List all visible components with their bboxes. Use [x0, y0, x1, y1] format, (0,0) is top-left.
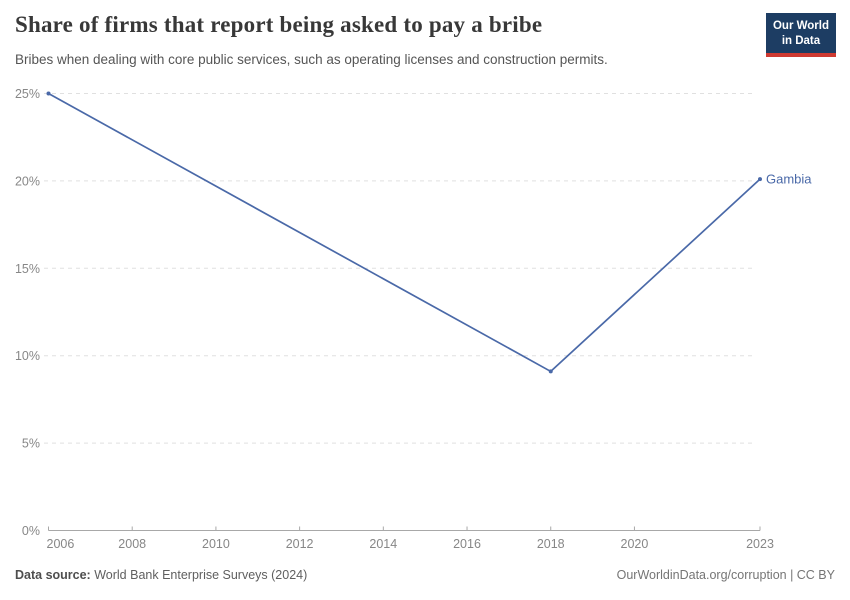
- x-tick-label: 2010: [202, 537, 230, 551]
- x-tick-label: 2018: [537, 537, 565, 551]
- owid-logo-line1: Our World: [772, 20, 829, 32]
- data-point: [758, 177, 762, 182]
- y-tick-label: 20%: [15, 174, 40, 188]
- data-line-gambia: [48, 92, 761, 373]
- chart-footer: Data source: World Bank Enterprise Surve…: [15, 568, 835, 582]
- x-tick-label: 2006: [47, 537, 75, 551]
- line-chart: 0% 5% 10% 15% 20% 25% 2006 2008 2010 2012 2014 2016…: [15, 87, 812, 551]
- y-tick-label: 15%: [15, 262, 40, 276]
- data-source-value: World Bank Enterprise Surveys (2024): [94, 568, 308, 582]
- y-tick-label: 10%: [15, 349, 40, 363]
- owid-logo[interactable]: Our World in Data: [765, 13, 836, 58]
- x-tick-label: 2012: [286, 537, 314, 551]
- x-tick-label: 2016: [453, 537, 481, 551]
- data-point: [46, 91, 51, 96]
- x-tick-label: 2023: [746, 537, 774, 551]
- data-source: Data source: World Bank Enterprise Surve…: [15, 568, 307, 582]
- x-tick-label: 2020: [621, 537, 649, 551]
- attribution-link[interactable]: OurWorldinData.org/corruption | CC BY: [616, 568, 835, 582]
- owid-logo-line2: in Data: [781, 35, 821, 48]
- y-tick-label: 0%: [22, 524, 40, 538]
- page-subtitle: Bribes when dealing with core public ser…: [15, 52, 608, 67]
- y-tick-label: 25%: [15, 87, 40, 101]
- page-title: Share of firms that report being asked t…: [15, 12, 543, 37]
- series-end-label: Gambia: [766, 172, 812, 187]
- data-source-label: Data source:: [15, 568, 91, 582]
- x-tick-label: 2008: [118, 537, 146, 551]
- x-tick-label: 2014: [369, 537, 397, 551]
- data-point: [548, 369, 553, 374]
- y-tick-label: 5%: [22, 437, 40, 451]
